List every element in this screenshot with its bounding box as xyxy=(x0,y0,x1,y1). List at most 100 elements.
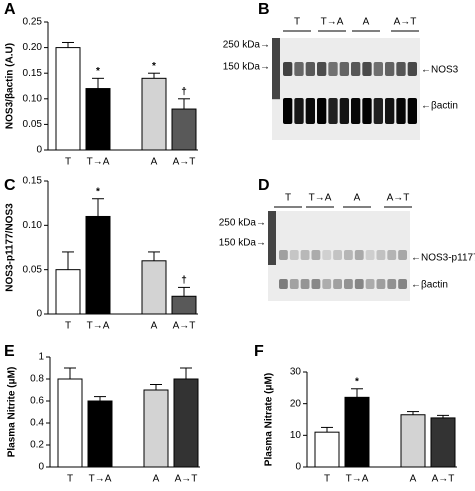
blot-band xyxy=(387,279,397,289)
blot-band xyxy=(362,62,372,76)
bar xyxy=(141,77,167,151)
x-tick-label: A→T xyxy=(175,474,198,485)
blot-band xyxy=(376,279,386,289)
blot-band xyxy=(354,250,364,260)
panel-label: C xyxy=(4,177,16,194)
y-tick-label: 1 xyxy=(38,352,44,363)
y-tick-label: 0.4 xyxy=(30,418,44,429)
y-tick-label: 20 xyxy=(290,398,302,409)
blot-band xyxy=(322,279,332,289)
blot-band xyxy=(333,279,342,289)
blot-band xyxy=(300,250,310,260)
bar xyxy=(85,88,111,151)
x-tick-label: T→A xyxy=(346,474,369,485)
bar xyxy=(314,431,340,468)
x-tick-label: A xyxy=(153,474,160,485)
size-marker: 250 kDa→ xyxy=(219,218,266,229)
y-tick-label: 0.10 xyxy=(23,93,43,104)
x-tick-label: A→T xyxy=(432,474,455,485)
y-tick-label: 0 xyxy=(295,462,301,473)
significance-mark: † xyxy=(181,86,187,97)
blot-band xyxy=(407,98,417,124)
significance-mark: * xyxy=(96,186,100,197)
blot-band xyxy=(354,279,364,289)
blot-band xyxy=(305,98,315,124)
x-tick-label: T→A xyxy=(89,474,112,485)
blot-band xyxy=(344,279,353,289)
significance-mark: † xyxy=(181,275,187,286)
y-axis-label: Plasma Nitrite (μM) xyxy=(7,367,18,458)
bar xyxy=(55,47,81,151)
x-tick-label: T→A xyxy=(87,157,110,168)
bar xyxy=(57,378,83,468)
y-tick-label: 30 xyxy=(290,367,302,378)
blot-band xyxy=(387,250,397,260)
blot-band xyxy=(279,279,288,289)
lane-group-label: T→A xyxy=(321,17,344,28)
x-tick-label: T→A xyxy=(87,321,110,332)
size-marker: 150 kDa→ xyxy=(219,238,266,249)
blot-band xyxy=(376,250,386,260)
blot-band xyxy=(339,62,349,76)
panel-label: B xyxy=(258,1,270,18)
blot-band xyxy=(322,250,332,260)
blot-band xyxy=(373,62,383,76)
blot-band xyxy=(351,98,361,124)
blot-band xyxy=(305,62,315,76)
bar xyxy=(141,260,167,315)
bar xyxy=(400,414,426,468)
x-tick-label: T xyxy=(67,474,73,485)
y-tick-label: 0.6 xyxy=(30,396,44,407)
bar xyxy=(143,389,169,468)
bar xyxy=(173,378,199,468)
blot-band xyxy=(344,250,353,260)
blot-band xyxy=(385,98,395,124)
lane-group-label: A xyxy=(354,193,361,204)
blot-band xyxy=(365,250,375,260)
bar xyxy=(171,108,197,151)
lane-group-label: T xyxy=(285,193,291,204)
lane-group-label: T xyxy=(294,17,300,28)
y-tick-label: 0.15 xyxy=(23,68,43,79)
bar xyxy=(430,417,456,468)
x-tick-label: T xyxy=(324,474,330,485)
blot-band xyxy=(317,98,327,124)
blot-band xyxy=(396,62,406,76)
blot-band xyxy=(396,98,406,124)
blot-band xyxy=(300,279,310,289)
x-tick-label: A→T xyxy=(173,321,196,332)
y-tick-label: 0.05 xyxy=(23,264,43,275)
blot-band xyxy=(328,98,338,124)
bar xyxy=(171,295,197,315)
y-tick-label: 0.2 xyxy=(30,440,44,451)
x-tick-label: A xyxy=(151,321,158,332)
blot-band xyxy=(311,279,321,289)
blot-band xyxy=(362,98,372,124)
blot-band xyxy=(398,250,407,260)
blot-band xyxy=(283,62,293,76)
significance-mark: * xyxy=(152,61,156,72)
significance-mark: * xyxy=(355,376,359,387)
lane-group-label: A→T xyxy=(387,193,410,204)
blot-band xyxy=(407,62,417,76)
lane-group-label: T→A xyxy=(309,193,332,204)
significance-mark: * xyxy=(96,66,100,77)
y-tick-label: 10 xyxy=(290,430,302,441)
blot-band xyxy=(351,62,361,76)
blot-band xyxy=(279,250,288,260)
y-tick-label: 0 xyxy=(36,309,42,320)
y-tick-label: 0.10 xyxy=(23,220,43,231)
x-tick-label: A xyxy=(410,474,417,485)
lane-group-label: A→T xyxy=(394,17,417,28)
blot-band xyxy=(328,62,338,76)
ladder-lane xyxy=(272,38,280,100)
y-axis-label: Plasma Nitrate (μM) xyxy=(264,373,275,466)
blot-band xyxy=(385,62,395,76)
panel-label: D xyxy=(258,177,270,194)
blot-band xyxy=(317,62,327,76)
y-tick-label: 0 xyxy=(36,145,42,156)
y-tick-label: 0.05 xyxy=(23,119,43,130)
y-tick-label: 0.8 xyxy=(30,374,44,385)
x-tick-label: A xyxy=(151,157,158,168)
